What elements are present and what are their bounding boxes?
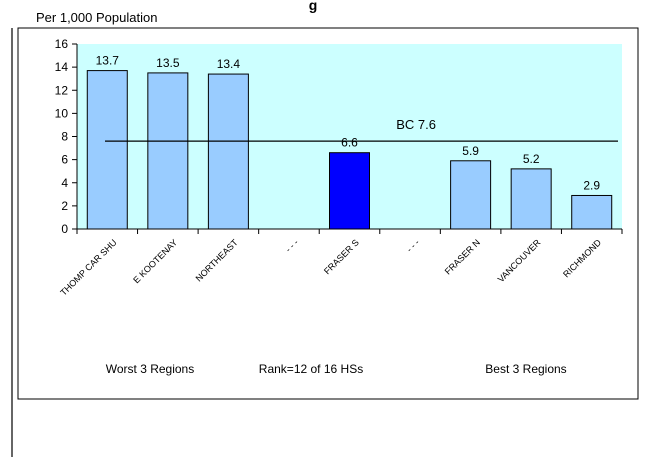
bc-average-label: BC 7.6 bbox=[396, 117, 436, 132]
bar bbox=[571, 194, 613, 230]
bar-value-label: 5.2 bbox=[523, 152, 540, 166]
chart-title-fragment: g bbox=[309, 0, 318, 13]
bar-value-label: 5.9 bbox=[462, 144, 479, 158]
chart-frame bbox=[17, 27, 639, 400]
y-tick-label: 10 bbox=[55, 106, 69, 120]
bar bbox=[147, 72, 189, 230]
y-tick-label: 14 bbox=[55, 60, 69, 74]
y-axis: 0 2 4 6 8 10 12 14 16 bbox=[55, 37, 77, 236]
reference-line-group: BC 7.6 bbox=[105, 117, 618, 142]
x-category-label: - - - bbox=[404, 237, 421, 254]
x-category-label: FRASER S bbox=[322, 237, 361, 276]
y-tick-label: 12 bbox=[55, 83, 69, 97]
bar bbox=[86, 70, 128, 230]
bar-value-label: 13.7 bbox=[96, 54, 120, 68]
x-category-label: VANCOUVER bbox=[496, 237, 543, 284]
y-tick-label: 8 bbox=[61, 130, 68, 144]
bar-value-label: 2.9 bbox=[583, 178, 600, 192]
bars: 13.7 13.5 13.4 6.6 5.9 5.2 2.9 bbox=[86, 54, 613, 230]
x-category-label: FRASER N bbox=[443, 237, 482, 276]
group-label-rank: Rank=12 of 16 HSs bbox=[259, 362, 363, 376]
bar bbox=[450, 160, 492, 230]
bar bbox=[510, 168, 552, 230]
y-axis-label: Per 1,000 Population bbox=[36, 10, 157, 25]
bar-value-label: 13.4 bbox=[217, 57, 241, 71]
group-label-best: Best 3 Regions bbox=[485, 362, 566, 376]
bar-value-label: 13.5 bbox=[156, 56, 180, 70]
x-category-label: E KOOTENAY bbox=[131, 237, 179, 285]
y-tick-label: 6 bbox=[61, 153, 68, 167]
bar bbox=[329, 152, 370, 230]
bar-value-label: 6.6 bbox=[341, 136, 358, 150]
x-category-label: RICHMOND bbox=[561, 237, 603, 279]
bar bbox=[207, 73, 249, 230]
group-label-worst: Worst 3 Regions bbox=[106, 362, 194, 376]
y-tick-label: 4 bbox=[61, 176, 68, 190]
x-category-label: NORTHEAST bbox=[194, 237, 241, 284]
y-tick-label: 2 bbox=[61, 199, 68, 213]
y-tick-label: 0 bbox=[61, 222, 68, 236]
x-axis-labels: THOMP CAR SHU E KOOTENAY NORTHEAST - - - FRA… bbox=[58, 237, 603, 298]
axes bbox=[76, 44, 623, 234]
x-category-label: - - - bbox=[283, 237, 300, 254]
y-tick-label: 16 bbox=[55, 37, 69, 51]
x-category-label: THOMP CAR SHU bbox=[58, 237, 118, 297]
